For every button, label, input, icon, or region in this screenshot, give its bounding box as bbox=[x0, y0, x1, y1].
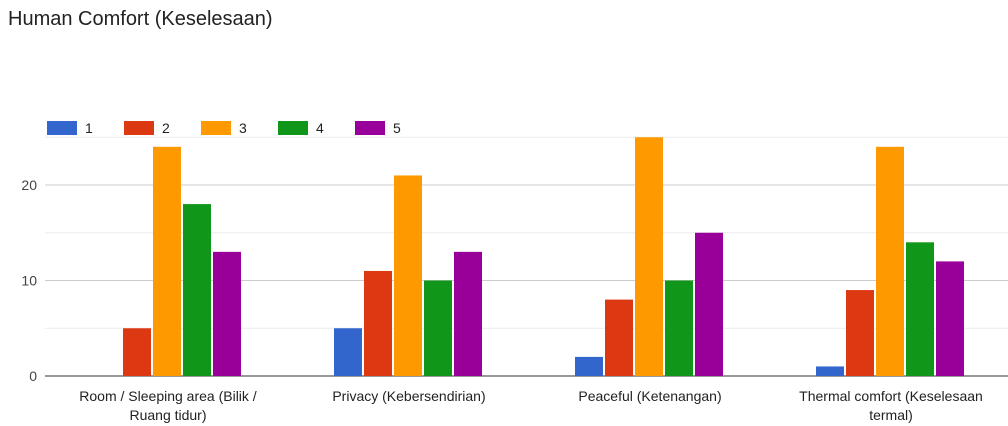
bar-series-1[interactable] bbox=[575, 356, 603, 376]
legend-swatch-4 bbox=[278, 121, 308, 135]
bar-series-3[interactable] bbox=[153, 146, 181, 376]
bar-series-1[interactable] bbox=[334, 328, 362, 376]
bar-series-3[interactable] bbox=[876, 146, 904, 376]
bar-series-2[interactable] bbox=[846, 290, 874, 376]
legend: 1 2 3 4 5 bbox=[47, 120, 401, 136]
bar-series-4[interactable] bbox=[906, 242, 934, 376]
legend-label-3: 3 bbox=[239, 120, 247, 136]
bar-series-4[interactable] bbox=[424, 280, 452, 377]
legend-swatch-1 bbox=[47, 121, 77, 135]
x-category-label: Ruang tidur) bbox=[129, 407, 206, 423]
bar-series-1[interactable] bbox=[816, 366, 844, 376]
x-category-label: termal) bbox=[869, 407, 913, 423]
y-tick-label: 0 bbox=[29, 368, 37, 384]
chart-title: Human Comfort (Keselesaan) bbox=[8, 8, 273, 30]
legend-label-4: 4 bbox=[316, 120, 324, 136]
bar-series-5[interactable] bbox=[454, 251, 482, 376]
x-category-label: Peaceful (Ketenangan) bbox=[578, 388, 721, 404]
bar-series-2[interactable] bbox=[123, 328, 151, 376]
bars bbox=[123, 137, 964, 376]
x-category-label: Privacy (Kebersendirian) bbox=[332, 388, 485, 404]
bar-series-4[interactable] bbox=[183, 204, 211, 376]
bar-series-5[interactable] bbox=[213, 251, 241, 376]
legend-swatch-3 bbox=[201, 121, 231, 135]
legend-label-1: 1 bbox=[85, 120, 93, 136]
bar-series-3[interactable] bbox=[635, 137, 663, 376]
bar-series-4[interactable] bbox=[665, 280, 693, 377]
legend-label-2: 2 bbox=[162, 120, 170, 136]
bar-series-3[interactable] bbox=[394, 175, 422, 376]
bar-series-5[interactable] bbox=[695, 232, 723, 376]
y-tick-label: 20 bbox=[21, 177, 37, 193]
legend-swatch-2 bbox=[124, 121, 154, 135]
y-axis: 0 10 20 bbox=[21, 177, 37, 384]
y-tick-label: 10 bbox=[21, 273, 37, 289]
x-axis: Room / Sleeping area (Bilik / Ruang tidur… bbox=[79, 388, 983, 423]
legend-swatch-5 bbox=[355, 121, 385, 135]
legend-label-5: 5 bbox=[393, 120, 401, 136]
bar-series-2[interactable] bbox=[364, 270, 392, 376]
x-category-label: Thermal comfort (Keselesaan bbox=[799, 388, 983, 404]
x-category-label: Room / Sleeping area (Bilik / bbox=[79, 388, 257, 404]
bar-series-2[interactable] bbox=[605, 299, 633, 376]
bar-series-5[interactable] bbox=[936, 261, 964, 376]
